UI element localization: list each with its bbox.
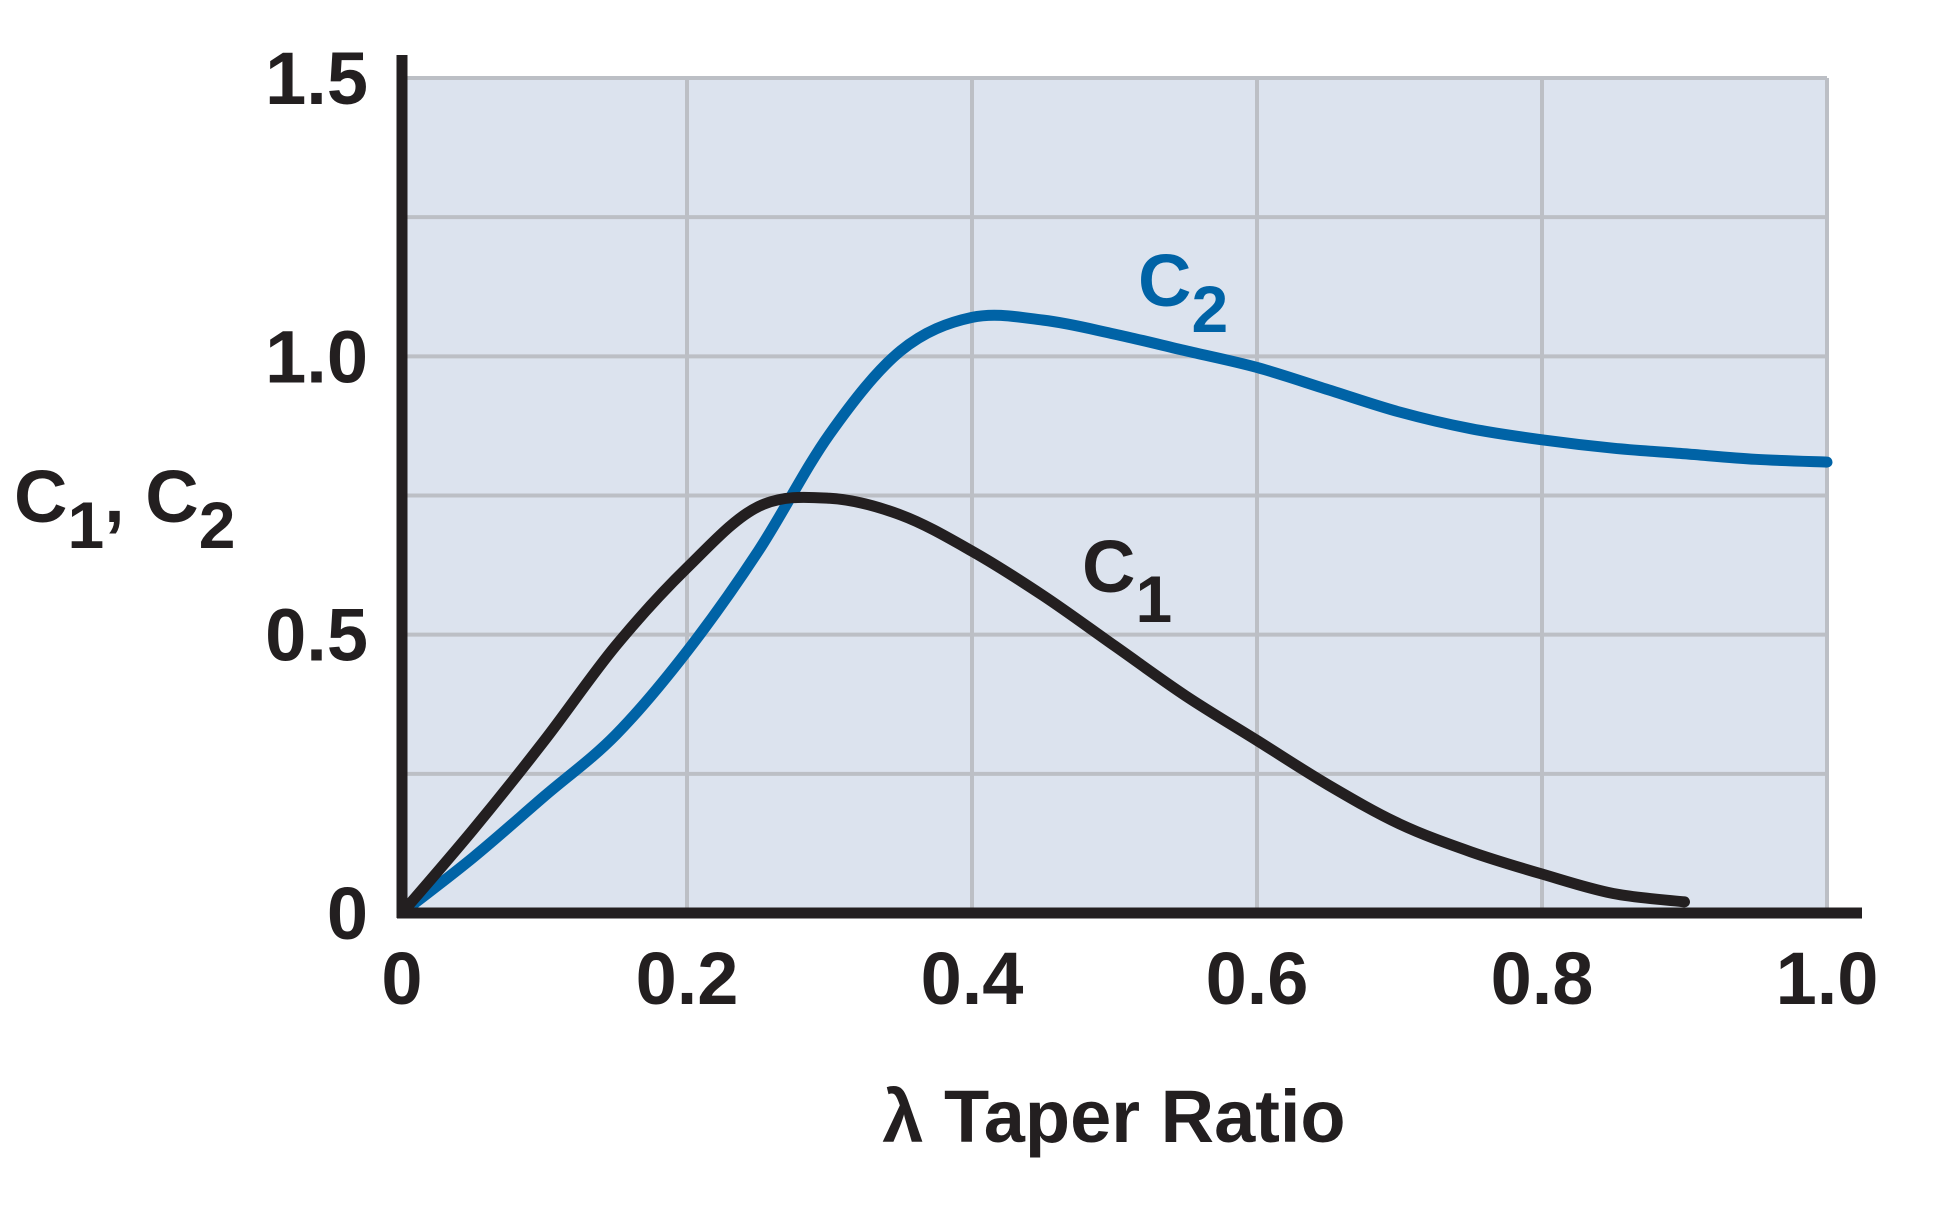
axes	[396, 55, 1862, 919]
series-label-c2: C2	[1138, 239, 1228, 346]
y-tick-label: 1.0	[265, 315, 368, 398]
y-tick-label: 0.5	[265, 594, 368, 677]
x-tick-label: 0.2	[636, 937, 739, 1020]
x-tick-label: 0.4	[921, 937, 1024, 1020]
grid-lines	[402, 76, 1829, 913]
y-axis-title: C1, C2	[14, 455, 235, 562]
y-tick-label: 0	[327, 872, 368, 955]
series-line-c2	[396, 309, 1833, 919]
axis-titles: C1, C2 λ Taper Ratio	[14, 455, 1346, 1158]
series-lines	[396, 309, 1833, 919]
tick-labels: 0 0.2 0.4 0.6 0.8 1.0 0 0.5 1.0 1.5	[265, 37, 1878, 1020]
x-tick-label: 0.6	[1206, 937, 1309, 1020]
x-tick-label: 1.0	[1776, 937, 1879, 1020]
x-tick-label: 0.8	[1491, 937, 1594, 1020]
x-tick-label: 0	[381, 937, 422, 1020]
series-label-c1: C1	[1082, 525, 1172, 636]
y-tick-label: 1.5	[265, 37, 368, 120]
x-axis-title: λ Taper Ratio	[882, 1075, 1345, 1158]
series-line-c1	[396, 491, 1690, 919]
series-labels: C2 C1	[1082, 239, 1228, 636]
